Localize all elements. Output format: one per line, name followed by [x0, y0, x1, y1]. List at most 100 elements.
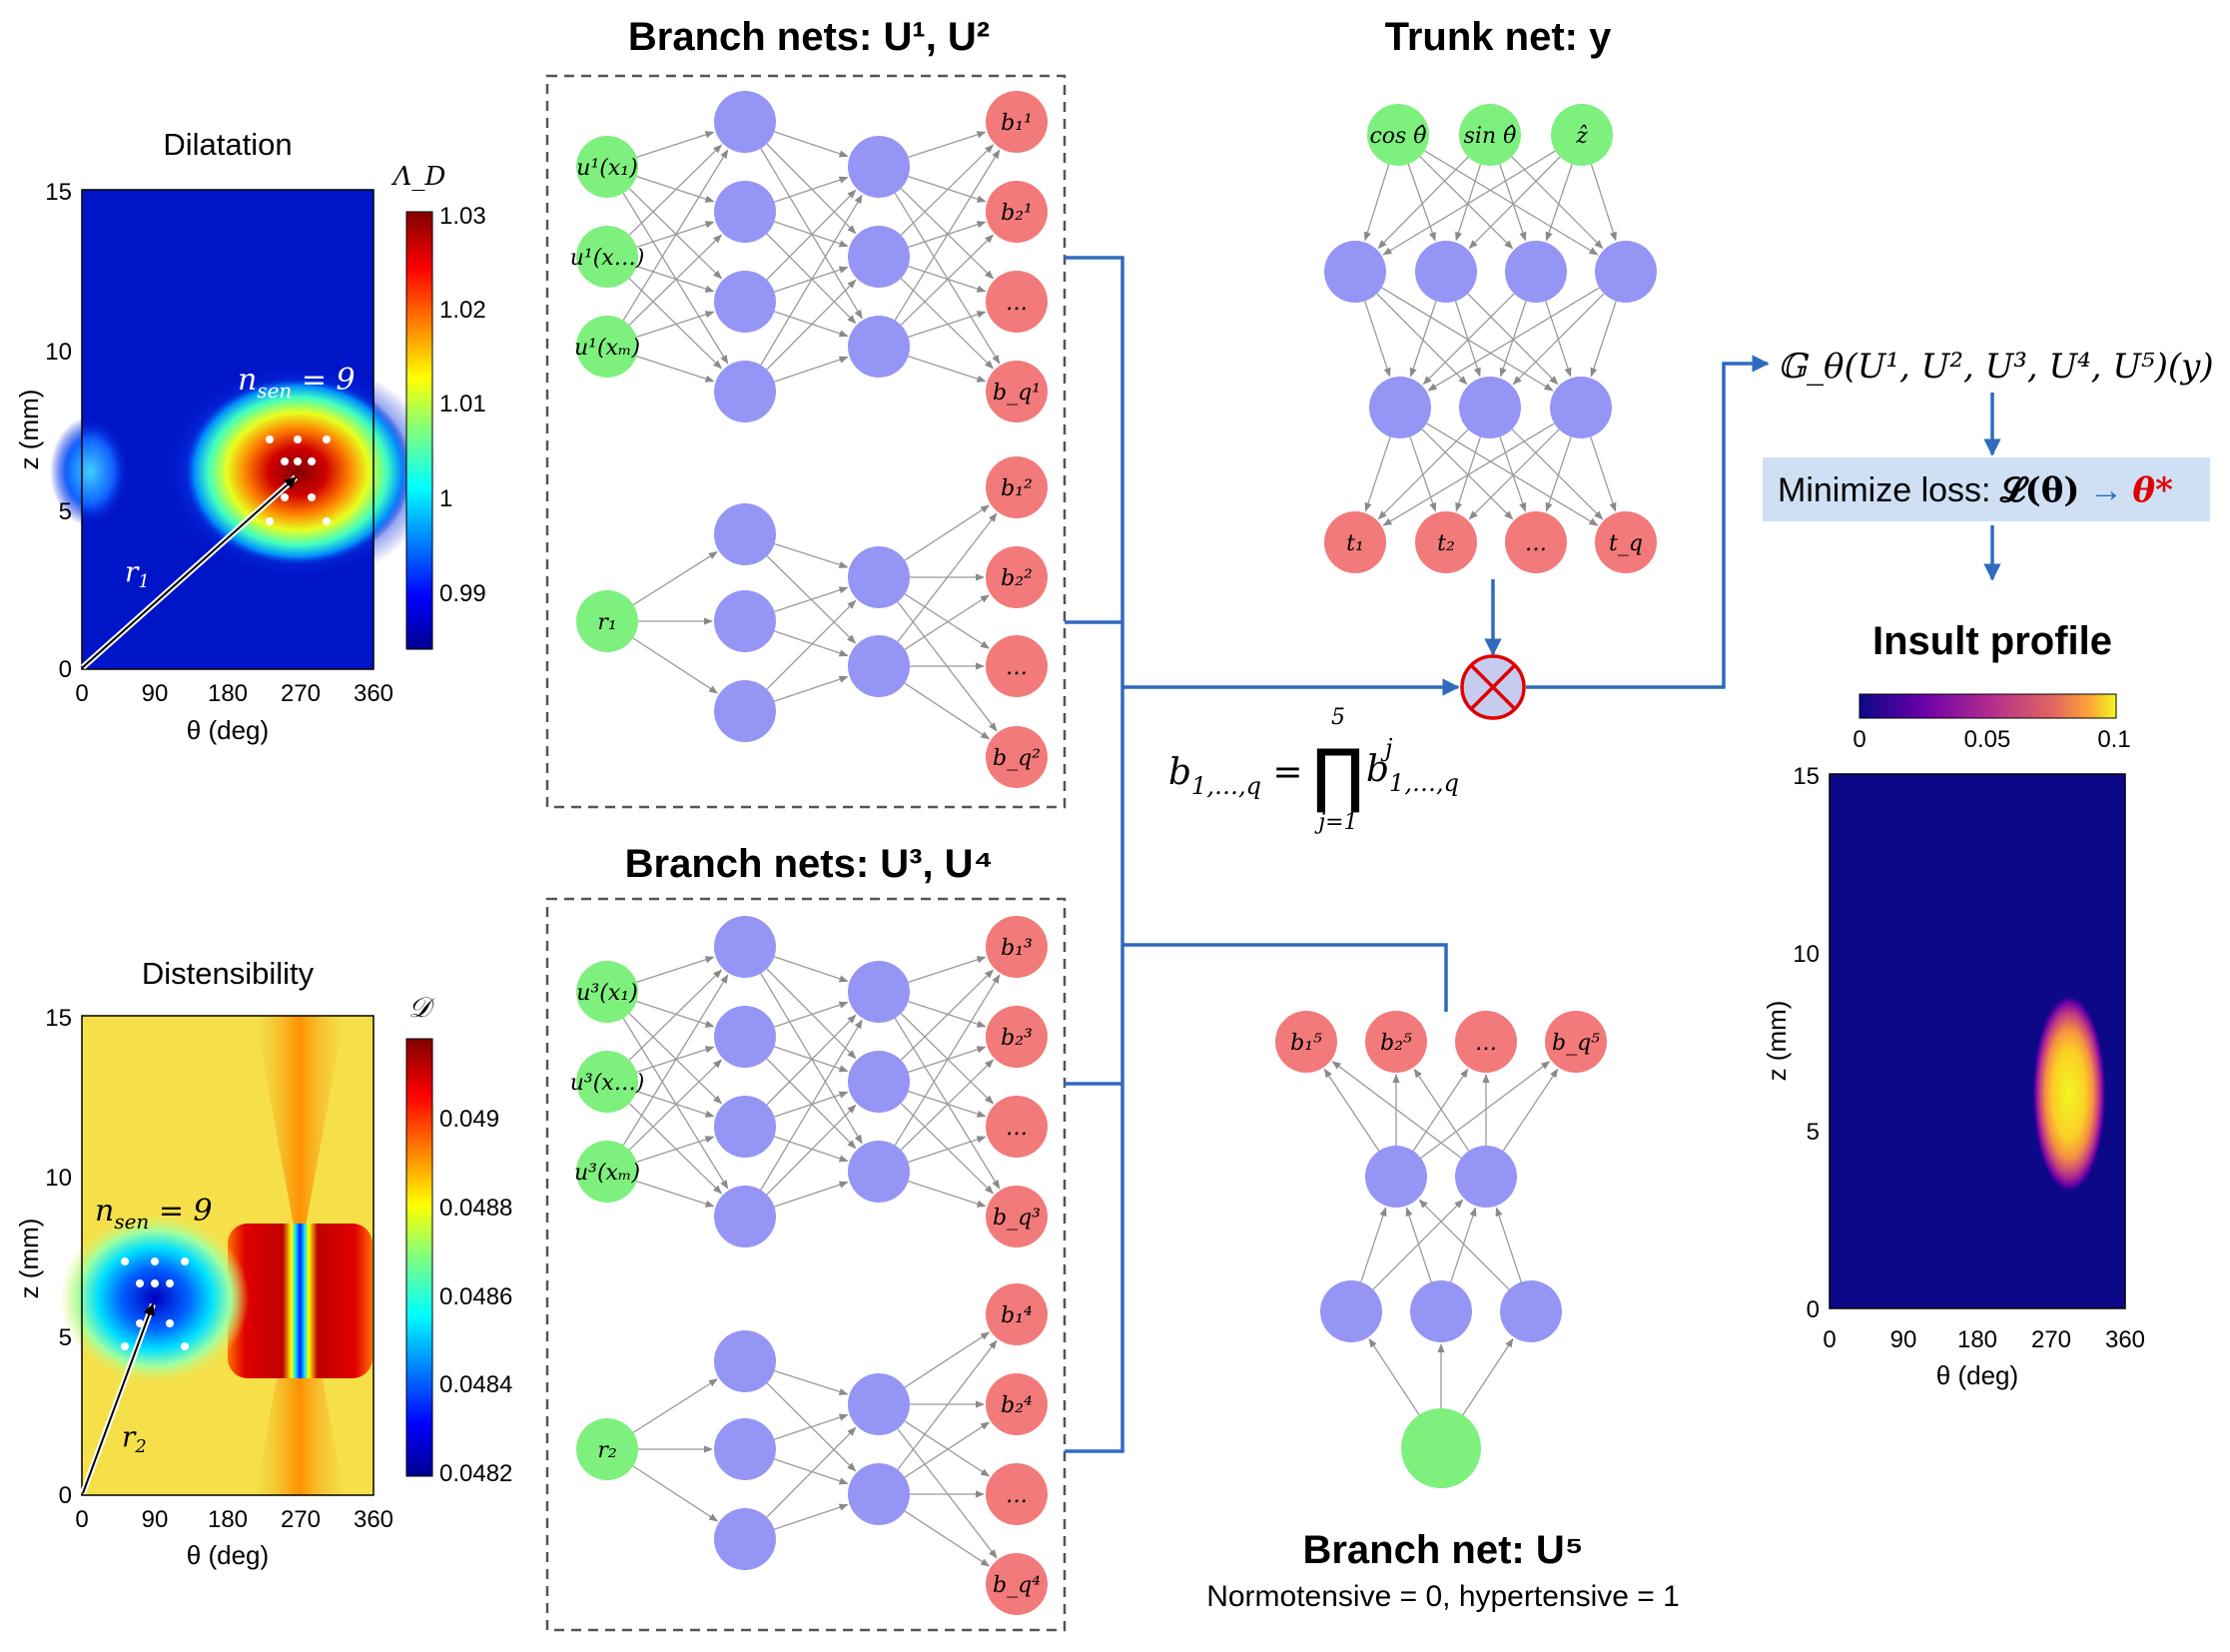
- edge: [900, 234, 995, 326]
- edge: [774, 266, 849, 293]
- edge: [774, 356, 849, 383]
- network-node: [986, 916, 1048, 978]
- network-node: [1365, 1146, 1427, 1208]
- network-node: [576, 590, 638, 652]
- edge: [900, 188, 995, 280]
- svg-text:0: 0: [1853, 726, 1865, 753]
- edge: [628, 1103, 723, 1195]
- svg-text:j=1: j=1: [1313, 810, 1357, 835]
- network-node: [1595, 241, 1657, 303]
- network-node: [714, 503, 776, 565]
- network-node: [986, 1186, 1048, 1247]
- node-label: t_q: [1609, 531, 1643, 556]
- edge: [897, 512, 998, 642]
- edge: [1419, 156, 1514, 250]
- network-node: [576, 961, 638, 1023]
- edge: [1377, 156, 1469, 250]
- network-node: [986, 181, 1048, 243]
- operator-expression: 𝔾_θ(U¹, U², U³, U⁴, U⁵)(y): [1778, 347, 2214, 387]
- dilatation-panel: Dilatation r1 nsen = 9 15 10 5 0 0 90 18…: [14, 127, 486, 745]
- network-node: [848, 546, 910, 608]
- edge: [766, 599, 857, 690]
- edge: [1422, 293, 1515, 386]
- network-node: [1410, 1280, 1472, 1342]
- edge: [636, 956, 715, 984]
- svg-text:0.1: 0.1: [2097, 726, 2130, 753]
- network-node: [714, 1418, 776, 1480]
- distensibility-colorbar: [405, 1038, 433, 1477]
- network-node: [848, 1373, 910, 1435]
- edge: [774, 1458, 849, 1485]
- network-node: [1324, 511, 1386, 573]
- network-node: [576, 1051, 638, 1113]
- network-node: [1369, 377, 1431, 438]
- network-node: [986, 271, 1048, 333]
- edge: [908, 265, 987, 293]
- network-node: [848, 635, 910, 697]
- edge: [774, 1001, 849, 1028]
- network-node: [848, 1051, 910, 1113]
- network-node: [1505, 241, 1567, 303]
- edge: [766, 189, 857, 281]
- edge: [760, 148, 863, 320]
- network-node: [1365, 1011, 1427, 1073]
- edge: [774, 1503, 849, 1530]
- edge: [900, 1059, 995, 1151]
- node-label: …: [1006, 1116, 1028, 1141]
- edge: [908, 175, 987, 203]
- edge: [1372, 1199, 1464, 1290]
- edge: [766, 279, 857, 371]
- edge: [1499, 164, 1527, 242]
- svg-text:0.0488: 0.0488: [439, 1195, 512, 1222]
- network-node: [714, 1186, 776, 1247]
- svg-text:∏: ∏: [1312, 734, 1365, 816]
- network-node: [848, 961, 910, 1023]
- edge: [1455, 164, 1482, 242]
- network-node: [986, 91, 1048, 153]
- edge: [766, 1104, 857, 1196]
- insult-title: Insult profile: [1872, 619, 2112, 663]
- network-node: [714, 91, 776, 153]
- distensibility-hotspot: [60, 1214, 250, 1383]
- edge: [908, 1090, 987, 1118]
- edge: [894, 974, 1001, 1146]
- edge: [1418, 1199, 1510, 1290]
- network-node: [1551, 104, 1613, 166]
- network-node: [848, 226, 910, 288]
- branch1-net: u¹(x₁) u¹(x…) u¹(xₘ) b₁¹ b₂¹ … b_q¹: [570, 91, 1048, 422]
- svg-text:180: 180: [1957, 1326, 1997, 1353]
- svg-text:1.03: 1.03: [439, 203, 486, 230]
- node-label: b₁²: [1001, 476, 1033, 501]
- network-node: [1324, 241, 1386, 303]
- edge: [1421, 428, 1514, 520]
- edge: [774, 586, 849, 612]
- insult-hotspot: [2032, 994, 2106, 1194]
- edge: [1413, 1068, 1470, 1152]
- edge: [1331, 1061, 1462, 1159]
- node-label: b₁³: [1001, 936, 1033, 961]
- edge: [632, 551, 718, 606]
- edge: [1360, 1207, 1387, 1282]
- svg-text:360: 360: [354, 680, 393, 707]
- y-axis-label: z (mm): [14, 390, 44, 470]
- edge: [1382, 150, 1556, 256]
- network-node: [848, 136, 910, 198]
- network-node: [576, 1418, 638, 1480]
- node-label: b₁⁴: [1001, 1303, 1033, 1328]
- svg-text:0.05: 0.05: [1964, 726, 2011, 753]
- edge: [1545, 164, 1573, 242]
- svg-text:270: 270: [281, 680, 321, 707]
- edge: [1468, 428, 1560, 520]
- network-node: [1459, 377, 1521, 438]
- node-label: b₁¹: [1001, 111, 1033, 136]
- node-label: u³(xₘ): [574, 1161, 640, 1186]
- edge: [774, 131, 849, 158]
- edge: [908, 311, 987, 339]
- dilatation-hotspot: [183, 377, 412, 566]
- edge: [904, 1421, 991, 1478]
- colorbar-label: Λ_D: [391, 162, 446, 192]
- edge: [1455, 436, 1482, 512]
- network-node: [1550, 377, 1612, 438]
- edge: [628, 969, 723, 1061]
- node-label: b_q⁴: [993, 1573, 1041, 1598]
